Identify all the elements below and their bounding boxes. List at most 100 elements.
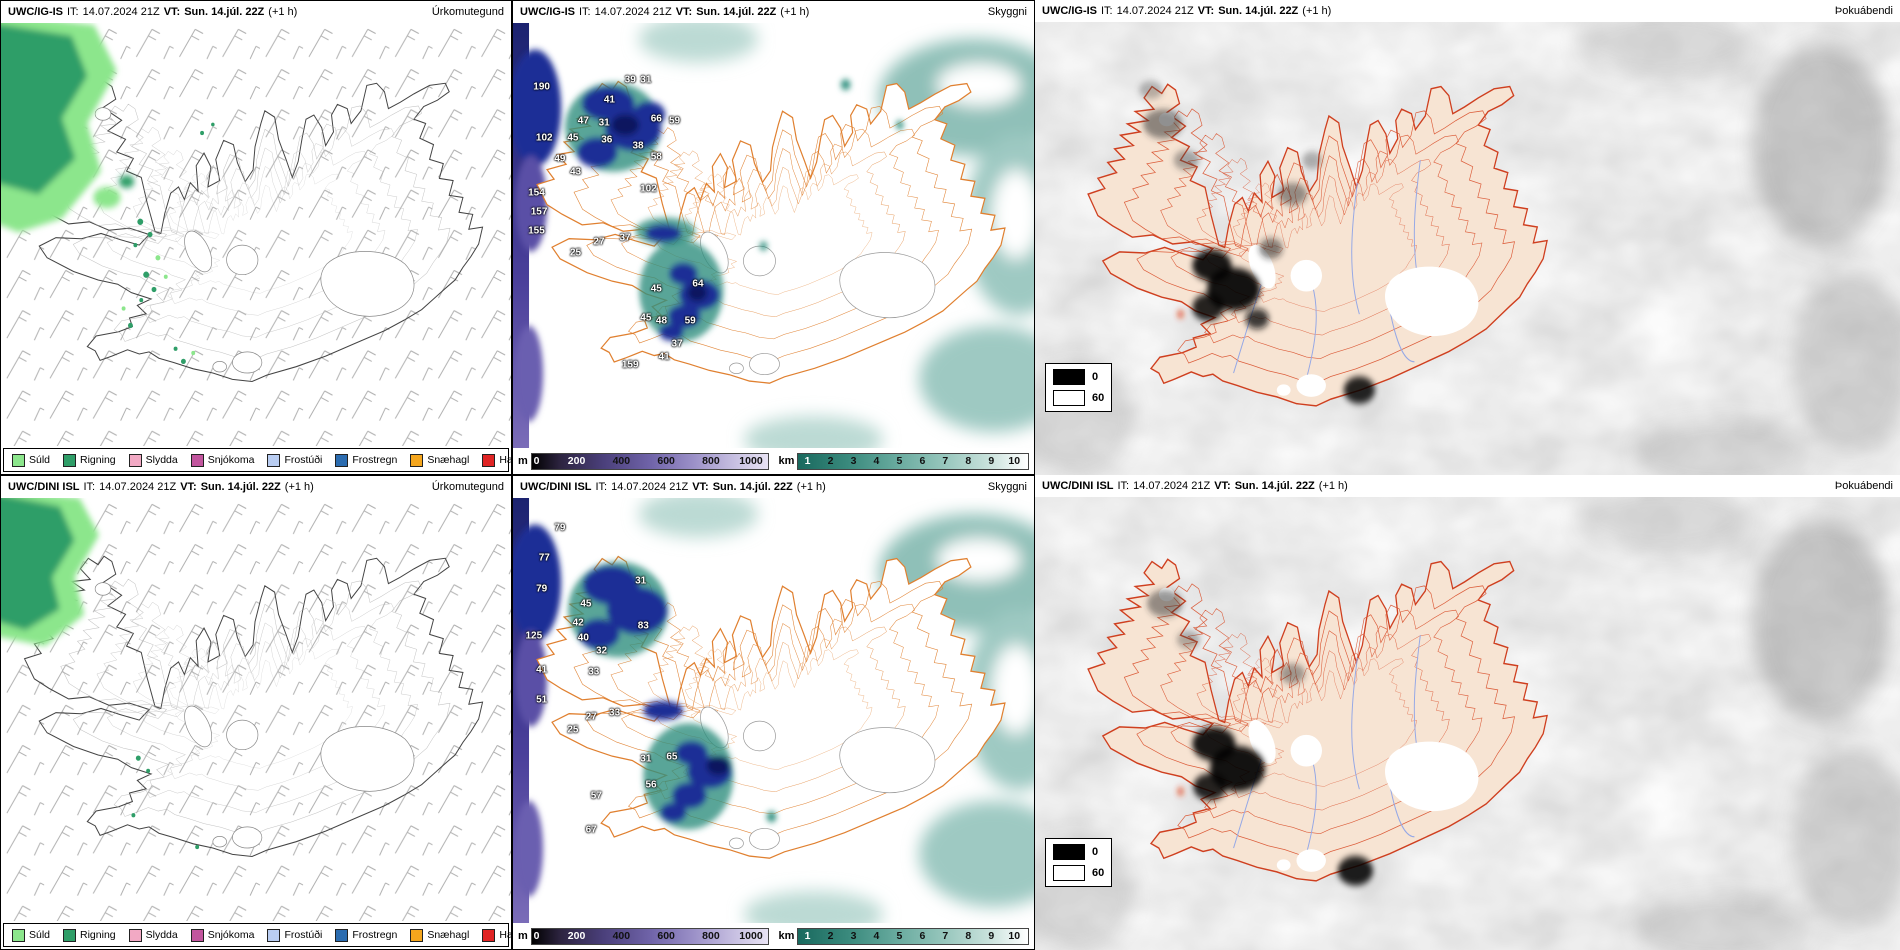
model-name: UWC/IG-IS (520, 6, 575, 18)
colorbar-tick: 200 (567, 454, 586, 467)
legend-item: Rigning (63, 928, 116, 942)
colorbar-tick: 400 (612, 454, 631, 467)
legend-label: Haglél (499, 929, 511, 941)
colorbar-tick: 200 (567, 929, 586, 942)
visibility-map-svg (513, 23, 1034, 448)
fog-legend-swatch (1053, 843, 1085, 860)
it-label: IT: (595, 481, 608, 493)
panel-header: UWC/DINI ISL IT: 14.07.2024 21Z VT: Sun. 14.… (1035, 475, 1900, 497)
legend-item: Snæhagl (410, 453, 470, 467)
visibility-gradient: 1 2 3 4 5 6 7 8 9 10 (797, 452, 1029, 470)
legend-label: Frostregn (352, 929, 398, 941)
it-value: 14.07.2024 21Z (99, 481, 177, 493)
legend-swatch (63, 928, 77, 942)
legend-item: Súld (12, 453, 51, 467)
legend-label: Snæhagl (427, 454, 470, 466)
legend-label: Snjókoma (207, 929, 255, 941)
colorbar-tick: 600 (657, 454, 675, 467)
colorbar-tick: 0 (533, 929, 540, 942)
cloudbase-colorbar: m 0 200 400 600 800 1000 (518, 927, 769, 945)
legend-label: Súld (29, 454, 51, 466)
panel-title: UWC/IG-IS IT: 14.07.2024 21Z VT: Sun. 14.júl… (8, 6, 301, 18)
legend-item: Súld (12, 928, 50, 942)
colorbar-tick: 1 (804, 929, 811, 942)
panel-header: UWC/IG-IS IT: 14.07.2024 21Z VT: Sun. 14.júl… (1035, 0, 1900, 22)
legend-swatch (190, 928, 204, 942)
legend-swatch (12, 928, 25, 942)
model-name: UWC/DINI ISL (520, 481, 592, 493)
panel-header: UWC/DINI ISL IT: 14.07.2024 21Z VT: Sun. 14.… (513, 476, 1034, 498)
vt-value: Sun. 14.júl. 22Z (696, 6, 777, 18)
legend-label: Rigning (80, 929, 116, 941)
fog-map-svg (1035, 497, 1900, 950)
visibility-gradient: 1 2 3 4 5 6 7 8 9 10 (797, 927, 1029, 945)
colorbar-tick: 9 (988, 929, 995, 942)
offset-label: (+1 h) (1302, 5, 1332, 17)
visibility-map: 79 77 79 125 41 51 45 42 40 32 33 31 83 27 33 25 31 65 56 5… (513, 498, 1034, 923)
legend-label: Haglél (499, 454, 511, 466)
fog-legend-row: 0 (1053, 368, 1104, 385)
panel-precip-type-dini: UWC/DINI ISL IT: 14.07.2024 21Z VT: Sun. 14.… (0, 475, 512, 950)
vt-label: VT: (692, 481, 709, 493)
colorbar-tick: 2 (827, 929, 834, 942)
legend-item: Frostregn (335, 928, 398, 942)
visibility-colorbars: m 0 200 400 600 800 1000 km 1 2 3 4 5 6 7 8 9 10 (513, 448, 1034, 474)
vt-value: Sun. 14.júl. 22Z (1234, 480, 1315, 492)
panel-header: UWC/IG-IS IT: 14.07.2024 21Z VT: Sun. 14.júl… (513, 1, 1034, 23)
colorbar-tick: 10 (1008, 454, 1021, 467)
colorbar-tick: 400 (612, 929, 631, 942)
model-name: UWC/DINI ISL (1042, 480, 1114, 492)
it-value: 14.07.2024 21Z (1133, 480, 1211, 492)
colorbar-tick: 3 (850, 454, 857, 467)
cloudbase-unit: m (518, 455, 528, 467)
legend-item: Frostregn (335, 453, 397, 467)
precip-map-svg (1, 498, 511, 921)
cloudbase-gradient: 0 200 400 600 800 1000 (530, 452, 769, 470)
legend-swatch (482, 453, 496, 467)
legend-item: Frostúði (267, 453, 323, 467)
colorbar-tick: 6 (919, 454, 926, 467)
it-value: 14.07.2024 21Z (82, 6, 160, 18)
fog-legend: 0 60 (1045, 837, 1113, 887)
visibility-colorbar: km 1 2 3 4 5 6 7 8 9 10 (778, 927, 1029, 945)
colorbar-tick: 4 (873, 929, 880, 942)
vt-value: Sun. 14.júl. 22Z (200, 481, 281, 493)
panel-visibility-dini: UWC/DINI ISL IT: 14.07.2024 21Z VT: Sun. 14.… (512, 475, 1035, 950)
legend-label: Rigning (80, 454, 116, 466)
vt-label: VT: (675, 6, 693, 18)
panel-title: UWC/IG-IS IT: 14.07.2024 21Z VT: Sun. 14.júl… (1042, 5, 1335, 17)
legend-label: Slydda (145, 929, 178, 941)
model-name: UWC/DINI ISL (8, 481, 80, 493)
it-label: IT: (579, 6, 591, 18)
fog-legend-swatch (1053, 368, 1085, 385)
panel-fog-dini: UWC/DINI ISL IT: 14.07.2024 21Z VT: Sun. 14.… (1035, 475, 1900, 950)
panel-title: UWC/DINI ISL IT: 14.07.2024 21Z VT: Sun. 14.… (1042, 480, 1352, 492)
legend-item: Rigning (63, 453, 116, 467)
it-label: IT: (83, 481, 96, 493)
precip-map-svg (1, 23, 511, 446)
vt-value: Sun. 14.júl. 22Z (712, 481, 793, 493)
offset-label: (+1 h) (1318, 480, 1348, 492)
panel-header: UWC/IG-IS IT: 14.07.2024 21Z VT: Sun. 14.júl… (1, 1, 511, 23)
panel-type-label: Þokuábendi (1834, 5, 1893, 17)
legend-label: Snjókoma (207, 454, 255, 466)
visibility-unit: km (778, 930, 795, 942)
it-label: IT: (1101, 5, 1113, 17)
legend-swatch (267, 453, 281, 467)
legend-swatch (128, 928, 142, 942)
model-name: UWC/IG-IS (1042, 5, 1097, 17)
fog-map-svg (1035, 22, 1900, 475)
panel-title: UWC/DINI ISL IT: 14.07.2024 21Z VT: Sun. 14.… (520, 481, 830, 493)
panel-visibility-igis: UWC/IG-IS IT: 14.07.2024 21Z VT: Sun. 14.júl… (512, 0, 1035, 475)
fog-legend-value: 60 (1092, 391, 1105, 404)
colorbar-tick: 7 (942, 454, 949, 467)
colorbar-tick: 600 (657, 929, 675, 942)
legend-swatch (410, 453, 424, 467)
legend-label: Frostúði (284, 454, 323, 466)
colorbar-tick: 7 (942, 929, 949, 942)
fog-map: 0 60 (1035, 497, 1900, 950)
vt-value: Sun. 14.júl. 22Z (1218, 5, 1299, 17)
fog-legend-swatch (1053, 389, 1085, 406)
fog-legend: 0 60 (1045, 362, 1113, 412)
colorbar-tick: 5 (896, 454, 903, 467)
